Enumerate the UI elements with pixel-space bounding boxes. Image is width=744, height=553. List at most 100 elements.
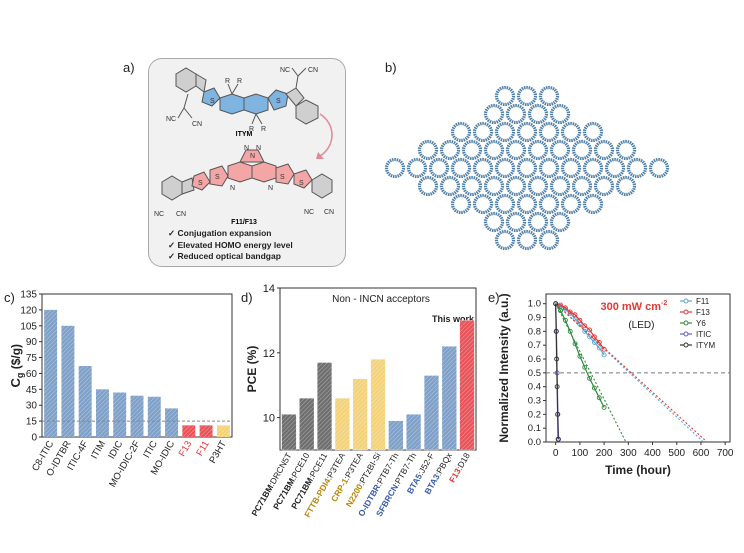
panel-label-e: e) [488,290,500,305]
itym-r3: R [249,126,254,133]
lattice-ring [582,157,604,179]
y-tick-label: 10 [263,413,275,425]
bar [388,420,404,451]
panel-label-a: a) [123,60,135,75]
y-tick-label: 90 [26,337,38,348]
itym-cn-right: CN [308,67,318,74]
panel-label-b: b) [385,60,397,75]
lattice-ring [483,139,505,161]
lattice-ring [494,229,516,251]
x-tick-label: 300 [620,448,637,459]
lattice-ring [472,157,494,179]
lattice-ring [538,229,560,251]
y-tick-label: 0.9 [528,313,541,324]
y-tick-label: 75 [26,353,38,364]
lattice-ring [505,211,527,233]
y-tick-label: 120 [20,305,37,316]
lattice-ring [483,175,505,197]
framework-lattice [384,85,670,251]
lattice-ring [538,121,560,143]
x-tick-label: 100 [572,448,589,459]
legend-label: F13 [696,308,710,317]
data-point [562,317,568,323]
itym-structure [175,67,319,125]
bar [281,414,297,451]
y-tick-label: 15 [26,417,38,428]
lattice-ring [428,157,450,179]
lattice-ring [450,121,472,143]
lattice-ring [439,175,461,197]
lattice-ring [450,157,472,179]
y-tick-label: 0 [31,433,37,444]
lattice-ring [461,175,483,197]
data-point [555,411,561,417]
condition-subtitle: (LED) [628,320,654,331]
lattice-ring [527,175,549,197]
annotation: This work [432,314,475,324]
data-point [553,301,559,307]
lattice-ring [593,175,615,197]
lattice-ring [417,175,439,197]
lattice-ring [571,175,593,197]
bar [78,366,92,437]
lattice-ring [571,139,593,161]
itym-nc-left: NC [166,116,176,123]
data-point [572,341,578,347]
legend-marker [683,331,689,337]
y-tick-label: 0.4 [528,382,541,393]
y-tick-label: 0.2 [528,409,541,420]
bar [165,408,179,437]
panel-label-c: c) [4,290,15,305]
legend-marker [683,298,689,304]
bar [459,320,475,451]
x-tick-label: 600 [693,448,710,459]
y-axis-label: Cg ($/g) [8,344,25,388]
transform-arrow [319,113,333,157]
series-line [555,303,559,440]
data-point [596,339,602,345]
data-point [587,375,593,381]
lattice-ring [384,157,406,179]
f13-n4: N [230,185,235,192]
f13-cn-right: CN [324,209,334,216]
legend-marker [683,342,689,348]
x-tick-label: 0 [553,448,559,459]
transform-arrow-head [316,152,324,159]
series-line [555,303,605,356]
chart-title: Non - INCN acceptors [332,294,430,305]
bar [334,398,350,451]
lattice-ring [494,157,516,179]
lattice-ring [417,139,439,161]
data-point [591,334,597,340]
bar [199,425,213,437]
y-tick-label: 12 [263,348,275,360]
lattice-ring [505,175,527,197]
data-point [591,339,597,345]
y-tick-label: 0.0 [528,437,541,448]
y-tick-label: 1.0 [528,299,541,310]
y-tick-label: 30 [26,401,38,412]
lattice-ring [527,211,549,233]
lattice-ring [538,85,560,107]
data-point [596,345,602,351]
itym-cn-left: CN [192,121,202,128]
bar [130,395,144,437]
property-bullets: ✓ Conjugation expansion ✓ Elevated HOMO … [168,228,293,263]
lattice-ring [604,157,626,179]
bar [216,425,230,437]
fit-line [555,303,627,443]
lattice-ring [549,103,571,125]
lattice-ring [516,193,538,215]
y-tick-label: 0.6 [528,354,541,365]
legend-label: Y6 [696,319,706,328]
lattice-ring [439,139,461,161]
data-point [601,352,607,358]
data-point [601,404,607,410]
lattice-ring [516,229,538,251]
x-tick-label: F13 [177,439,195,459]
f13-s2: S [215,174,220,181]
y-tick-label: 0.1 [528,423,541,434]
lattice-ring [582,193,604,215]
lattice-ring [494,193,516,215]
